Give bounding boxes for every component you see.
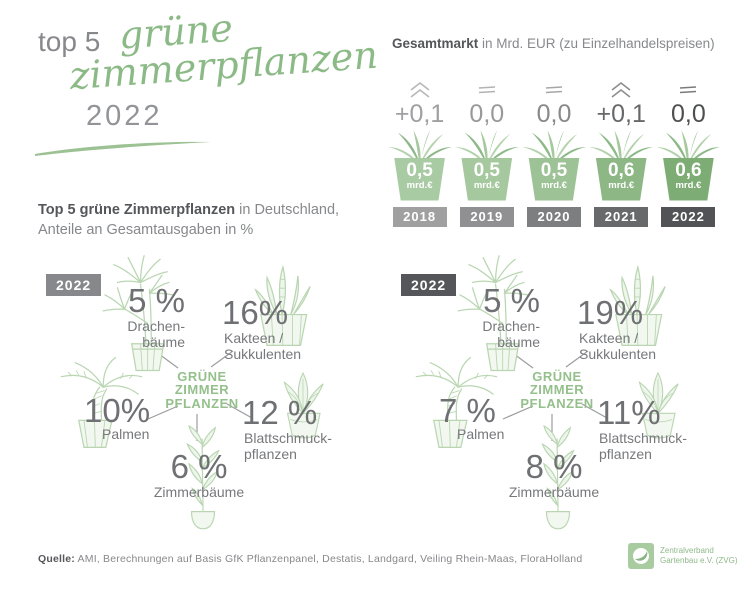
- market-pot: 0,6 mrd.€: [663, 157, 714, 201]
- market-pot-value: 0,5: [406, 159, 433, 181]
- market-year-badge: 2022: [661, 206, 716, 227]
- market-pot-unit: mrd.€: [541, 180, 567, 192]
- market-column-2022: 0,0 0,6 mrd.€ 2022: [655, 80, 722, 227]
- blattschmuck-percent: 12 %: [242, 394, 318, 431]
- drachenbaeume-percent: 5 %: [483, 282, 540, 319]
- trend-flat-icon: [478, 86, 495, 94]
- market-change-value: 0,0: [469, 100, 505, 128]
- drachenbaeume-percent: 5 %: [128, 282, 185, 319]
- section-subtitle: Anteile an Gesamtausgaben in %: [38, 222, 254, 238]
- market-pot-value: 0,6: [607, 159, 635, 181]
- palmen-label: Palmen: [457, 426, 505, 442]
- center-label: GRÜNE ZIMMER PFLANZEN: [477, 370, 637, 410]
- kakteen-percent: 16%: [222, 294, 289, 331]
- market-change-value: +0,1: [394, 100, 445, 128]
- kakteen-percent: 19%: [577, 294, 644, 331]
- trend-flat-icon: [545, 86, 563, 94]
- market-column-2019: 0,0 0,5 mrd.€ 2019: [453, 80, 520, 227]
- trend-up-icon: [611, 81, 631, 98]
- center-label-line1: GRÜNE: [177, 369, 227, 384]
- market-pot-unit: mrd.€: [406, 180, 433, 192]
- title-script: grüne zimmerpflanzen: [62, 0, 380, 99]
- title-year: 2022: [86, 100, 163, 132]
- trend-flat-icon: [680, 86, 697, 94]
- zimmerbaeume-label: Zimmerbäume: [153, 484, 245, 500]
- year-badge: 2022: [46, 274, 102, 296]
- market-pot: 0,5 mrd.€: [394, 157, 445, 201]
- zimmerbaeume-percent: 8 %: [525, 448, 583, 485]
- market-column-2021: +0,1 0,6 mrd.€ 2021: [588, 80, 655, 227]
- market-pot-value: 0,5: [473, 159, 500, 181]
- section-title-bold: Top 5 grüne Zimmerpflanzen: [38, 202, 236, 218]
- center-label: GRÜNE ZIMMER PFLANZEN: [122, 370, 282, 410]
- market-change-value: 0,0: [671, 100, 706, 128]
- zimmerbaeume-label: Zimmerbäume: [508, 484, 600, 500]
- zimmerbaeume-percent: 6 %: [170, 448, 228, 485]
- market-pot-unit: mrd.€: [675, 180, 702, 192]
- year-badge: 2022: [401, 274, 457, 296]
- drachenbaeume-label: Drachen- bäume: [482, 318, 540, 351]
- market-change-value: +0,1: [596, 100, 646, 128]
- market-chart: +0,1 0,5 mrd.€ 2018 0,0 0,5 mrd.€ 2019 0…: [386, 80, 722, 227]
- center-label-line2: ZIMMER: [529, 382, 585, 398]
- palmen-label: Palmen: [102, 426, 150, 442]
- market-title-bold: Gesamtmarkt: [392, 36, 479, 51]
- kakteen-label: Kakteen / Sukkulenten: [579, 330, 657, 363]
- market-pot: 0,5 mrd.€: [461, 157, 513, 201]
- market-title-rest: in Mrd. EUR (zu Einzelhandelspreisen): [478, 36, 715, 51]
- market-title: Gesamtmarkt in Mrd. EUR (zu Einzelhandel…: [392, 36, 715, 51]
- drachenbaeume-label: Drachen- bäume: [127, 318, 185, 351]
- market-year-badge: 2019: [459, 206, 514, 227]
- center-label-line1: GRÜNE: [532, 369, 582, 384]
- market-year-badge: 2018: [392, 206, 447, 227]
- center-label-line3: PFLANZEN: [520, 395, 594, 411]
- market-pot: 0,5 mrd.€: [528, 157, 580, 201]
- zvg-logo: Zentralverband Gartenbau e.V. (ZVG): [628, 543, 738, 569]
- source-text: AMI, Berechnungen auf Basis GfK Pflanzen…: [75, 553, 583, 565]
- source-note: Quelle: AMI, Berechnungen auf Basis GfK …: [38, 553, 582, 565]
- market-pot-value: 0,5: [540, 159, 568, 181]
- blattschmuck-label: Blattschmuck- pflanzen: [244, 430, 332, 463]
- share-diagram-right: 2022 GRÜNE ZIMMER PFLANZEN 5 % Drachen- …: [393, 254, 733, 554]
- section-title-rest: in Deutschland,: [235, 202, 340, 218]
- source-label: Quelle:: [38, 553, 75, 565]
- palmen-percent: 10%: [84, 392, 151, 429]
- market-column-2018: +0,1 0,5 mrd.€ 2018: [386, 80, 453, 227]
- trend-up-icon: [410, 81, 430, 98]
- blattschmuck-percent: 11%: [597, 394, 661, 431]
- center-label-line3: PFLANZEN: [165, 395, 239, 411]
- title-script-line2: zimmerpflanzen: [68, 32, 380, 99]
- market-change-value: 0,0: [536, 100, 572, 128]
- market-column-2020: 0,0 0,5 mrd.€ 2020: [520, 80, 587, 227]
- section-title: Top 5 grüne Zimmerpflanzen in Deutschlan…: [38, 200, 339, 240]
- share-diagram-left: 2022 GRÜNE ZIMMER PFLANZEN 5 % Drachen- …: [38, 254, 378, 554]
- kakteen-label: Kakteen / Sukkulenten: [224, 330, 302, 363]
- zvg-logo-icon: [628, 543, 654, 569]
- blattschmuck-label: Blattschmuck- pflanzen: [599, 430, 687, 463]
- underline-swoosh-icon: [35, 141, 211, 156]
- zvg-logo-text: Zentralverband Gartenbau e.V. (ZVG): [660, 545, 738, 565]
- market-pot: 0,6 mrd.€: [595, 157, 647, 201]
- market-pot-unit: mrd.€: [608, 180, 635, 192]
- market-year-badge: 2020: [527, 206, 581, 227]
- center-label-line2: ZIMMER: [174, 382, 230, 398]
- title-kicker: top 5: [38, 26, 101, 57]
- market-year-badge: 2021: [594, 206, 649, 227]
- palmen-percent: 7 %: [439, 392, 496, 429]
- market-pot-unit: mrd.€: [473, 180, 500, 192]
- market-pot-value: 0,6: [675, 159, 702, 181]
